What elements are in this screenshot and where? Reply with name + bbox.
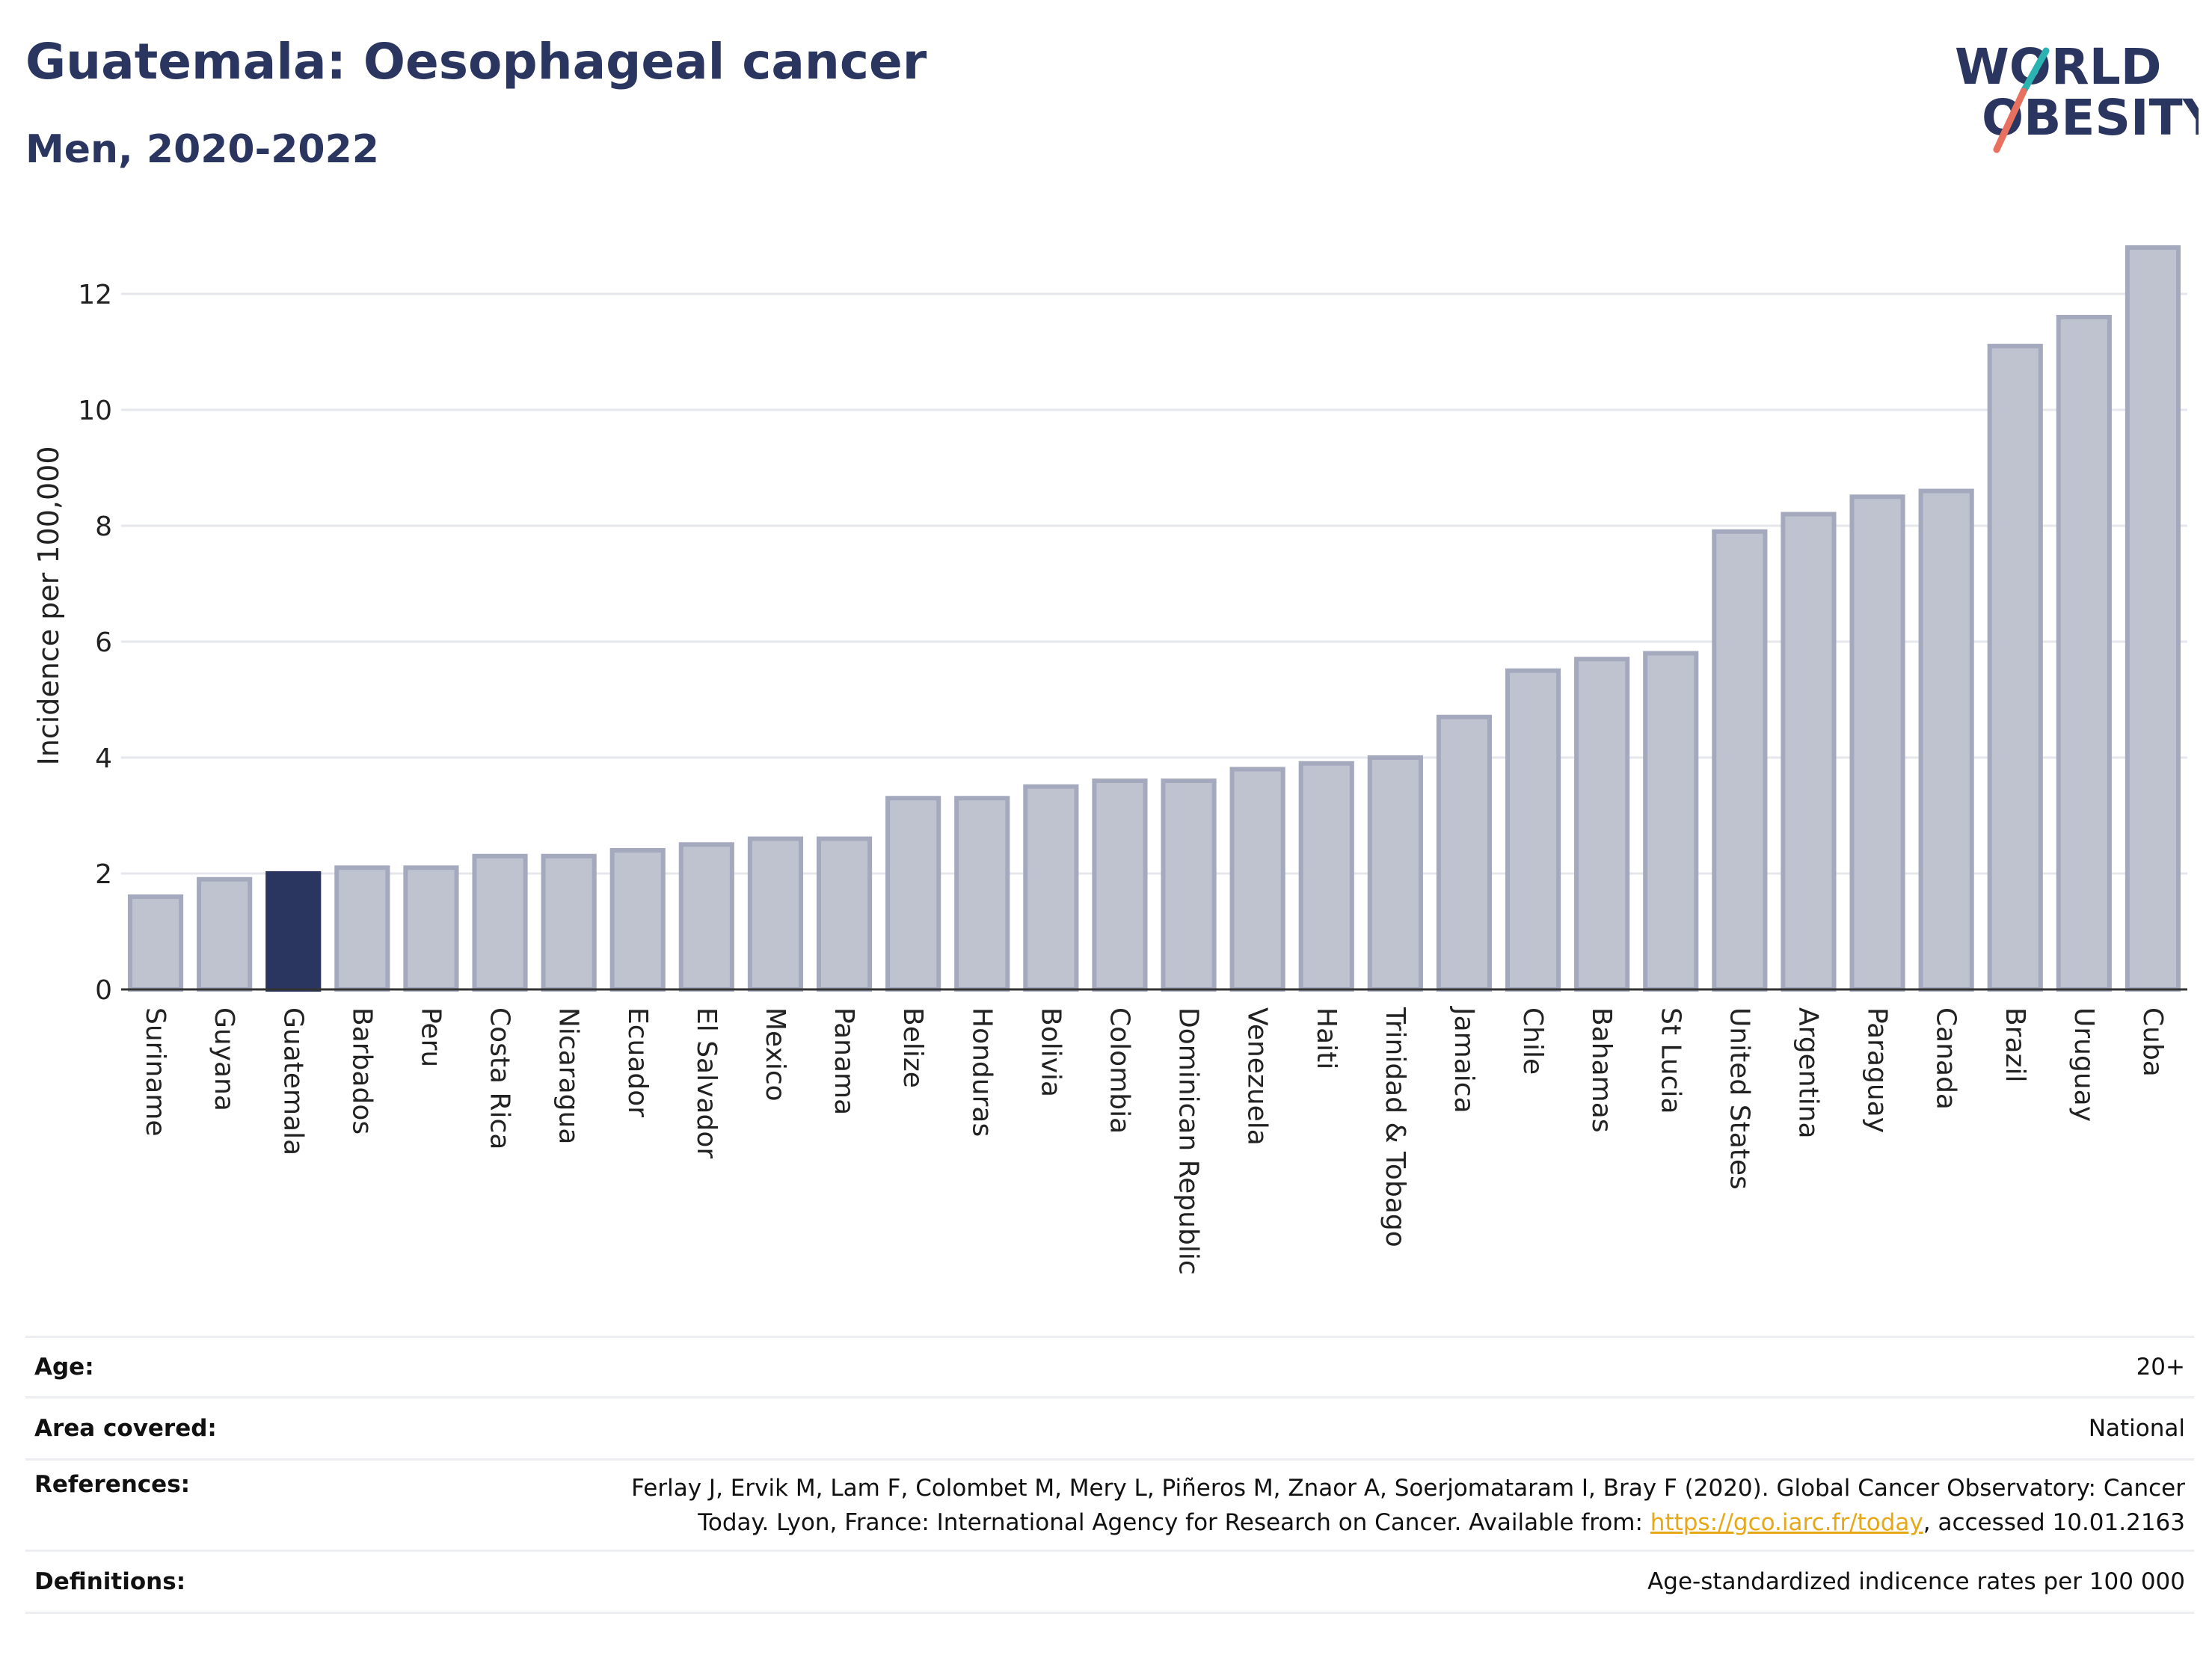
area-value: National bbox=[2088, 1415, 2185, 1442]
x-tick-label: Canada bbox=[1931, 1007, 1961, 1110]
age-label: Age: bbox=[34, 1354, 94, 1381]
bar-paraguay bbox=[1849, 494, 1905, 992]
x-tick-label: Argentina bbox=[1792, 1007, 1823, 1139]
bar-guatemala bbox=[265, 871, 322, 992]
y-tick-label: 10 bbox=[78, 396, 112, 426]
page-subtitle: Men, 2020-2022 bbox=[25, 127, 379, 172]
bar-trinidad-tobago bbox=[1367, 755, 1423, 992]
bar-jamaica bbox=[1436, 714, 1493, 992]
bar-st-lucia bbox=[1643, 651, 1699, 992]
references-line-1: Ferlay J, Ervik M, Lam F, Colombet M, Me… bbox=[631, 1475, 2185, 1502]
x-tick-label: Guatemala bbox=[277, 1007, 308, 1155]
bar-cuba bbox=[2125, 245, 2181, 992]
x-tick-label: United States bbox=[1724, 1007, 1754, 1190]
x-tick-label: Mexico bbox=[760, 1007, 790, 1102]
x-tick-label: Panama bbox=[829, 1007, 859, 1115]
bar-chart: 0 2 4 6 8 10 12 Suriname Guyana Guatemala Barbados… bbox=[32, 245, 2187, 1275]
bar-honduras bbox=[954, 796, 1010, 992]
bar-peru bbox=[403, 865, 459, 992]
bar-venezuela bbox=[1229, 767, 1285, 992]
bar-suriname bbox=[127, 894, 184, 992]
y-axis-label: Incidence per 100,000 bbox=[32, 446, 65, 765]
y-tick-label: 12 bbox=[78, 280, 112, 310]
definitions-value: Age-standardized indicence rates per 100… bbox=[1647, 1568, 2185, 1595]
bar-nicaragua bbox=[541, 853, 597, 992]
logo-slash-teal bbox=[2020, 47, 2050, 95]
x-tick-label: Barbados bbox=[346, 1007, 377, 1134]
x-tick-label: Chile bbox=[1517, 1007, 1548, 1075]
x-tick-label: Belize bbox=[897, 1007, 928, 1088]
bar-argentina bbox=[1781, 512, 1837, 992]
meta-row-references: References: Ferlay J, Ervik M, Lam F, Co… bbox=[25, 1458, 2194, 1550]
meta-row-age: Age: 20+ bbox=[25, 1336, 2194, 1396]
references-label: References: bbox=[34, 1471, 191, 1498]
bar-brazil bbox=[1987, 343, 2043, 992]
bar-dominican-republic bbox=[1161, 779, 1217, 992]
x-tick-label: El Salvador bbox=[691, 1007, 722, 1158]
x-tick-label: St Lucia bbox=[1655, 1007, 1686, 1114]
axes: 0 2 4 6 8 10 12 Suriname Guyana Guatemala Barbados… bbox=[78, 280, 2187, 1275]
y-tick-label: 2 bbox=[95, 859, 112, 890]
y-tick-label: 8 bbox=[95, 512, 112, 542]
bar-haiti bbox=[1298, 761, 1354, 992]
bar-bahamas bbox=[1574, 657, 1630, 992]
bar-united-states bbox=[1712, 529, 1768, 992]
x-tick-label: Bahamas bbox=[1586, 1007, 1617, 1133]
x-tick-label: Dominican Republic bbox=[1173, 1007, 1204, 1275]
bar-el-salvador bbox=[678, 842, 734, 992]
bar-uruguay bbox=[2056, 315, 2112, 992]
bar-guyana bbox=[197, 876, 253, 992]
page-title: Guatemala: Oesophageal cancer bbox=[25, 33, 927, 90]
x-tick-label: Paraguay bbox=[1862, 1007, 1893, 1133]
x-tick-label: Ecuador bbox=[622, 1007, 653, 1117]
logo-text-world: WORLD bbox=[1955, 38, 2162, 96]
bar-belize bbox=[885, 796, 941, 992]
y-tick-label: 0 bbox=[95, 975, 112, 1006]
x-tick-label: Venezuela bbox=[1242, 1007, 1273, 1146]
definitions-label: Definitions: bbox=[34, 1568, 186, 1595]
x-tick-label: Honduras bbox=[966, 1007, 997, 1137]
x-tick-label: Costa Rica bbox=[485, 1007, 515, 1149]
references-text-post: , accessed 10.01.2163 bbox=[1923, 1509, 2185, 1536]
bar-costa-rica bbox=[472, 853, 528, 992]
bar-mexico bbox=[747, 836, 804, 992]
area-label: Area covered: bbox=[34, 1415, 217, 1442]
x-tick-label: Nicaragua bbox=[553, 1007, 584, 1144]
bar-canada bbox=[1918, 488, 1974, 992]
bar-colombia bbox=[1092, 779, 1148, 992]
x-tick-label: Cuba bbox=[2137, 1007, 2168, 1077]
x-tick-label: Brazil bbox=[2000, 1007, 2030, 1082]
x-tick-label: Bolivia bbox=[1035, 1007, 1066, 1097]
x-tick-label: Uruguay bbox=[2068, 1007, 2099, 1122]
x-tick-label: Haiti bbox=[1311, 1007, 1342, 1069]
y-tick-label: 6 bbox=[95, 627, 112, 658]
meta-row-definitions: Definitions: Age-standardized indicence … bbox=[25, 1550, 2194, 1614]
logo-slash-coral bbox=[1993, 87, 2027, 153]
x-tick-label: Trinidad & Tobago bbox=[1380, 1007, 1410, 1247]
x-tick-label: Guyana bbox=[209, 1007, 239, 1111]
y-tick-label: 4 bbox=[95, 743, 112, 774]
references-line-2: Today. Lyon, France: International Agenc… bbox=[631, 1505, 2185, 1540]
x-tick-label: Suriname bbox=[140, 1007, 170, 1137]
bar-ecuador bbox=[609, 848, 666, 992]
references-link[interactable]: https://gco.iarc.fr/today bbox=[1650, 1509, 1923, 1536]
age-value: 20+ bbox=[2136, 1354, 2185, 1381]
metadata-table: Age: 20+ Area covered: National Referenc… bbox=[25, 1336, 2194, 1614]
bar-bolivia bbox=[1023, 784, 1079, 992]
bars bbox=[127, 245, 2181, 992]
bar-barbados bbox=[334, 865, 390, 992]
references-value: Ferlay J, Ervik M, Lam F, Colombet M, Me… bbox=[631, 1471, 2185, 1540]
bar-panama bbox=[816, 836, 873, 992]
bar-chile bbox=[1505, 668, 1561, 992]
references-text-pre: Today. Lyon, France: International Agenc… bbox=[698, 1509, 1650, 1536]
meta-row-area: Area covered: National bbox=[25, 1396, 2194, 1458]
world-obesity-logo: WORLD OBESITY bbox=[1955, 38, 2199, 153]
x-tick-label: Colombia bbox=[1104, 1007, 1134, 1134]
x-tick-label: Peru bbox=[415, 1007, 446, 1067]
x-tick-label: Jamaica bbox=[1448, 1006, 1479, 1114]
